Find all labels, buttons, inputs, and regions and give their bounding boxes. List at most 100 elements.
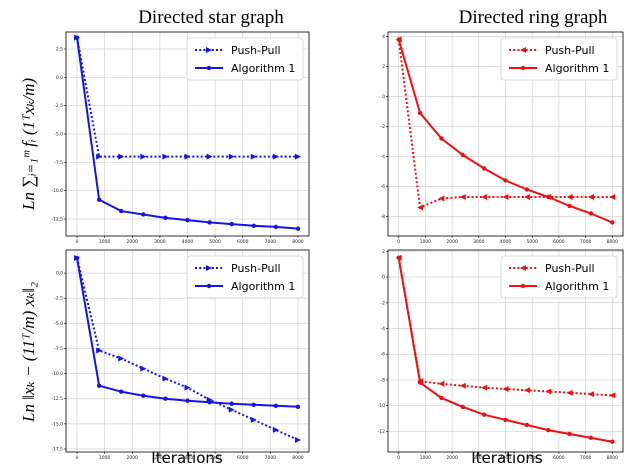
legend: Push-Pull Algorithm 1: [186, 255, 304, 299]
data-point: [250, 416, 257, 423]
data-point: [294, 436, 301, 443]
data-point: [460, 152, 465, 158]
data-point: [588, 435, 594, 441]
x-tick-label: 4000: [182, 239, 194, 245]
legend-box: [186, 37, 304, 81]
series-algorithm-1: [74, 35, 301, 231]
legend-label: Algorithm 1: [231, 280, 295, 293]
x-tick-label: 8000: [292, 455, 304, 461]
data-point: [162, 153, 169, 160]
data-point: [503, 417, 508, 423]
data-point: [119, 389, 124, 394]
y-tick-label: -15.0: [51, 421, 63, 427]
x-tick-label: 8000: [292, 239, 304, 245]
x-tick-label: 3000: [154, 455, 166, 461]
legend: Push-Pull Algorithm 1: [500, 255, 618, 299]
x-tick-label: 0: [76, 455, 79, 461]
y-tick-label: -17.5: [51, 446, 63, 452]
chart-panel-1: 0 1000 2000 3000 4000 5000 6000 7000 8000 2.5 0.0 -…: [51, 31, 310, 245]
legend-box: [186, 255, 304, 299]
x-tick-label: 7000: [580, 239, 592, 245]
data-point: [140, 365, 147, 372]
x-tick-label: 3000: [154, 239, 166, 245]
legend-label: Push-Pull: [545, 262, 595, 275]
data-point: [588, 211, 594, 216]
data-point: [118, 153, 125, 160]
data-point: [96, 153, 103, 160]
data-point: [163, 215, 168, 221]
data-point: [438, 380, 445, 387]
data-point: [228, 153, 235, 160]
data-point: [396, 255, 401, 260]
data-point: [546, 194, 551, 200]
data-point: [438, 195, 445, 202]
data-point: [460, 404, 465, 410]
y-tick-label: 2: [382, 249, 385, 255]
y-tick-label: -12: [378, 429, 385, 435]
y-tick-label: -2.5: [54, 296, 63, 302]
x-tick-label: 6000: [237, 455, 249, 461]
y-tick-label: -8: [381, 214, 386, 220]
x-tick-label: 7000: [580, 455, 592, 461]
legend-marker: [520, 265, 526, 271]
legend-marker: [206, 47, 212, 53]
y-tick-label: 0.0: [56, 271, 63, 277]
data-point: [459, 194, 466, 200]
data-point: [273, 403, 279, 408]
column-title-right: Directed ring graph: [459, 7, 608, 28]
y-tick-label: -6: [381, 352, 386, 358]
data-point: [295, 404, 301, 409]
legend: Push-Pull Algorithm 1: [500, 37, 618, 81]
y-tick-label: -10: [378, 403, 385, 409]
plot-area: 0 1000 2000 3000 4000 5000 6000 7000 80002.50.0-…: [51, 31, 624, 461]
data-point: [141, 212, 146, 217]
y-tick-label: -8: [381, 377, 386, 383]
data-point: [207, 400, 212, 405]
x-tick-label: 2000: [446, 455, 458, 461]
data-point: [272, 426, 279, 433]
y-tick-label: -10.0: [51, 371, 63, 377]
x-tick-label: 7000: [265, 239, 277, 245]
data-point: [250, 153, 257, 160]
x-tick-label: 1000: [420, 239, 432, 245]
data-point: [481, 384, 488, 391]
x-tick-label: 0: [76, 239, 79, 245]
data-point: [96, 197, 102, 202]
y-tick-label: -2: [381, 300, 386, 306]
x-tick-label: 7000: [265, 455, 277, 461]
legend-label: Algorithm 1: [545, 62, 609, 75]
series-line: [76, 37, 298, 158]
legend-marker: [520, 65, 526, 71]
axes-frame: [65, 31, 310, 237]
x-tick-label: 4000: [182, 455, 194, 461]
column-title-left: Directed star graph: [138, 7, 284, 28]
data-point: [502, 385, 509, 392]
legend-marker: [520, 47, 526, 53]
data-point: [74, 255, 80, 261]
chart-panel-3: 0 1000 2000 3000 4000 5000 6000 7000 8000 0.0 -2.5…: [51, 249, 310, 461]
data-point: [417, 380, 423, 385]
data-point: [610, 439, 615, 444]
x-tick-label: 5000: [526, 455, 538, 461]
data-point: [272, 153, 279, 160]
data-point: [163, 396, 168, 401]
x-tick-label: 5000: [209, 455, 221, 461]
y-tick-label: 0: [382, 275, 385, 281]
data-point: [119, 208, 124, 214]
x-tick-label: 3000: [473, 239, 485, 245]
y-tick-label: -4: [381, 154, 386, 160]
y-tick-label: -10.0: [51, 188, 63, 194]
y-tick-label: -6: [381, 184, 386, 190]
data-point: [481, 166, 487, 171]
x-tick-label: 5000: [526, 239, 538, 245]
x-tick-label: 8000: [607, 455, 619, 461]
legend-marker: [520, 283, 526, 289]
data-point: [251, 223, 256, 228]
data-point: [162, 375, 169, 382]
legend-label: Push-Pull: [231, 262, 281, 275]
chart-panel-4: 0 1000 2000 3000 4000 5000 6000 7000 8000 2 0 -2 -4 -…: [378, 249, 624, 461]
legend-marker: [206, 283, 212, 289]
data-point: [96, 347, 103, 354]
y-tick-label: -12.5: [51, 217, 63, 223]
x-tick-label: 4000: [500, 455, 512, 461]
